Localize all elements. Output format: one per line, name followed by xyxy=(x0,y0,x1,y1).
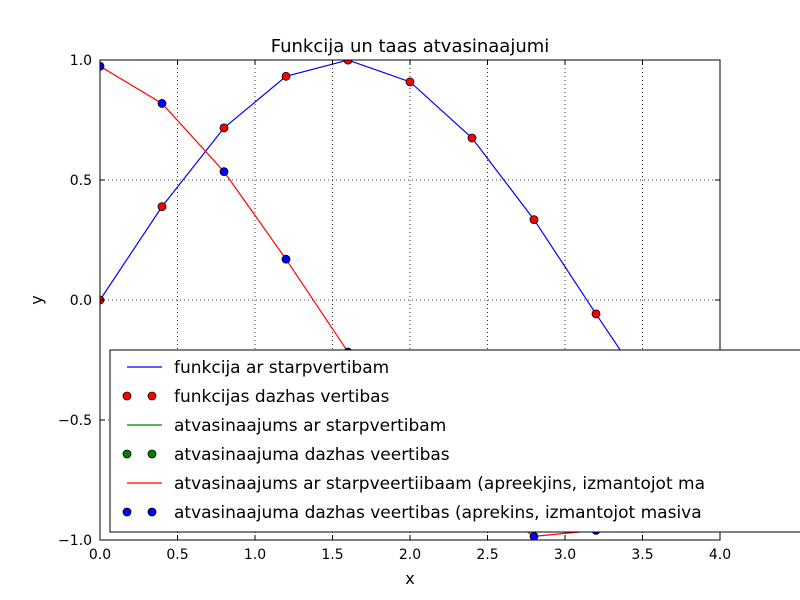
x-tick-label: 3.0 xyxy=(554,547,576,563)
legend-marker-swatch xyxy=(122,449,132,459)
y-tick-label: 0.0 xyxy=(70,293,92,309)
data-point xyxy=(281,71,291,81)
x-tick-label: 4.0 xyxy=(709,547,731,563)
data-point xyxy=(157,99,167,108)
legend-label: funkcija ar starpvertibam xyxy=(174,358,389,378)
legend-box xyxy=(109,349,800,533)
x-tick-label: 3.5 xyxy=(631,547,653,563)
legend: funkcija ar starpvertibam funkcijas dazha… xyxy=(109,349,800,533)
x-axis-label: x xyxy=(405,569,414,588)
data-point xyxy=(157,202,167,212)
data-point xyxy=(467,133,477,143)
data-point xyxy=(529,215,539,225)
data-point xyxy=(591,309,601,319)
legend-marker-swatch xyxy=(147,507,157,517)
y-tick-label: −1.0 xyxy=(58,533,92,549)
data-point xyxy=(281,254,291,264)
y-tick-label: 1.0 xyxy=(70,53,92,69)
data-point xyxy=(529,532,539,540)
x-tick-label: 2.0 xyxy=(399,547,421,563)
legend-label: atvasinaajums ar starpveertiibaam (apree… xyxy=(174,474,705,494)
x-tick-label: 1.5 xyxy=(321,547,343,563)
y-tick-label: 0.5 xyxy=(70,173,92,189)
legend-label: atvasinaajuma dazhas veertibas (aprekins… xyxy=(174,503,702,523)
legend-label: atvasinaajuma dazhas veertibas xyxy=(174,445,450,465)
x-tick-label: 0.5 xyxy=(166,547,188,563)
data-point xyxy=(405,77,415,87)
legend-label: funkcijas dazhas vertibas xyxy=(174,387,390,407)
legend-marker-swatch xyxy=(122,507,132,517)
legend-marker-swatch xyxy=(147,391,157,401)
x-tick-label: 1.0 xyxy=(244,547,266,563)
x-tick-label: 2.5 xyxy=(476,547,498,563)
data-point xyxy=(219,123,229,133)
y-tick-label: −0.5 xyxy=(58,413,92,429)
chart-title: Funkcija un taas atvasinaajumi xyxy=(271,36,550,57)
y-axis-label: y xyxy=(27,295,46,304)
data-point xyxy=(100,61,105,71)
axis-ticks: 0.0 0.5 1.0 1.5 2.0 2.5 3.0 3.5 4.0 −1.0 −0.5 0.0 0.… xyxy=(58,53,731,563)
x-tick-label: 0.0 xyxy=(89,547,111,563)
legend-label: atvasinaajums ar starpvertibam xyxy=(174,416,446,436)
data-point xyxy=(219,167,229,177)
legend-marker-swatch xyxy=(122,391,132,401)
legend-marker-swatch xyxy=(147,449,157,459)
